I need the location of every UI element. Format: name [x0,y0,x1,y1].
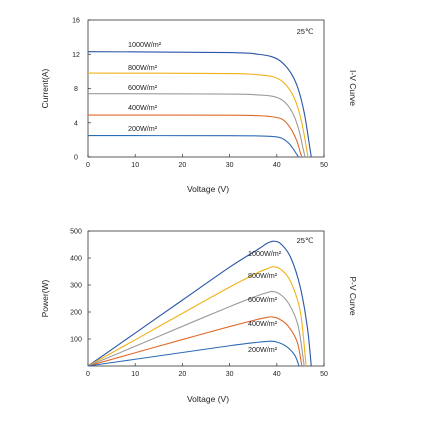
x-tick-label: 0 [86,371,90,378]
side-label: I-V Curve [348,70,358,106]
y-axis-label: Current(A) [40,69,50,109]
series-line [87,51,312,158]
x-tick-label: 30 [226,371,234,378]
y-tick-label: 0 [74,155,78,162]
series-label: 200W/m² [248,345,278,354]
series-label: 800W/m² [248,271,278,280]
temperature-label: 25℃ [297,236,314,245]
x-axis-label: Voltage (V) [187,394,229,404]
temperature-label: 25℃ [297,27,314,36]
series-label: 1000W/m² [128,40,162,49]
side-label: P-V Curve [348,276,358,315]
series-label: 600W/m² [128,83,158,92]
y-tick-label: 500 [70,229,82,236]
x-tick-label: 0 [86,162,90,169]
series-line [87,340,300,367]
x-tick-label: 50 [320,371,328,378]
y-tick-label: 200 [70,310,82,317]
y-tick-label: 16 [72,18,80,25]
series-label: 1000W/m² [248,249,282,258]
y-tick-label: 4 [74,120,78,127]
series-line [87,72,309,158]
series-label: 200W/m² [128,124,158,133]
series-line [87,266,307,367]
y-tick-label: 12 [72,52,80,59]
x-tick-label: 10 [131,162,139,169]
y-tick-label: 300 [70,283,82,290]
x-tick-label: 40 [273,371,281,378]
series-line [87,316,303,367]
x-tick-label: 40 [273,162,281,169]
plot-frame [87,230,325,367]
series-label: 600W/m² [248,295,278,304]
series-label: 400W/m² [128,103,158,112]
series-label: 800W/m² [128,63,158,72]
series-line [87,93,306,158]
x-tick-label: 20 [179,371,187,378]
y-tick-label: 8 [74,86,78,93]
series-line [87,135,299,158]
series-line [87,240,312,367]
series-line [87,114,303,158]
y-tick-label: 100 [70,337,82,344]
series-label: 400W/m² [248,319,278,328]
y-axis-label: Power(W) [40,279,50,317]
x-tick-label: 50 [320,162,328,169]
x-tick-label: 20 [179,162,187,169]
x-tick-label: 30 [226,162,234,169]
x-axis-label: Voltage (V) [187,184,229,194]
series-line [87,290,305,367]
y-tick-label: 400 [70,256,82,263]
x-tick-label: 10 [131,371,139,378]
